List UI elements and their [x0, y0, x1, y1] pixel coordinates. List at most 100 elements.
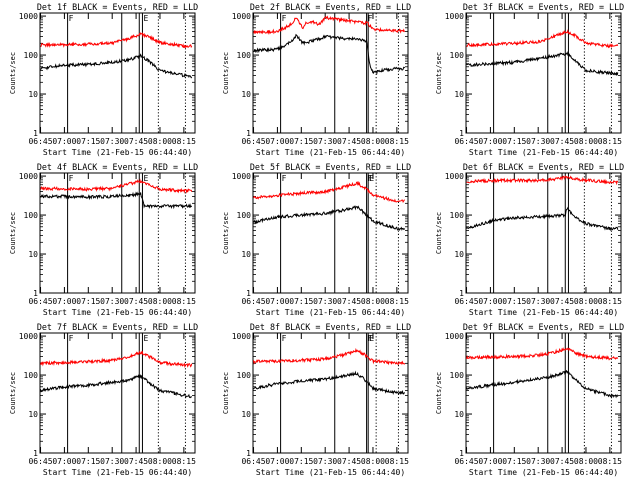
y-tick-label: 100: [450, 371, 465, 380]
x-tick-label: 08:00: [574, 137, 598, 146]
y-axis-label: Counts/sec: [9, 372, 17, 414]
events-series-line: [253, 370, 405, 396]
plot-frame: [252, 12, 409, 134]
x-tick-label: 07:30: [313, 297, 337, 306]
x-tick-label: 07:00: [478, 297, 502, 306]
plot-frame: [252, 332, 409, 454]
y-tick-label: 100: [450, 51, 465, 60]
y-axis-label: Counts/sec: [435, 212, 443, 254]
plot-frame: [39, 172, 196, 294]
lld-series-line: [40, 178, 193, 194]
y-tick-label: 100: [24, 371, 39, 380]
plot-frame: [252, 172, 409, 294]
y-axis-label: Counts/sec: [435, 52, 443, 94]
y-tick-label: 10: [454, 90, 464, 99]
x-axis-label: Start Time (21-Feb-15 06:44:40): [256, 148, 405, 157]
x-tick-label: 07:45: [124, 457, 148, 466]
marker-label: F: [368, 334, 373, 343]
y-tick-label: 10: [241, 410, 251, 419]
x-tick-label: 07:00: [478, 137, 502, 146]
y-tick-label: 10: [28, 250, 38, 259]
y-tick-label: 10: [28, 410, 38, 419]
detector-chart: Det 8f BLACK = Events, RED = LLD Counts/s…: [222, 322, 411, 477]
y-tick-label: 100: [237, 371, 252, 380]
marker-label: F: [368, 174, 373, 183]
x-tick-label: 07:30: [100, 297, 124, 306]
x-tick-label: 07:30: [526, 137, 550, 146]
events-series-line: [253, 33, 406, 75]
marker-label: F: [69, 14, 74, 23]
x-tick-label: 07:15: [502, 137, 526, 146]
x-tick-label: 07:45: [550, 457, 574, 466]
marker-label: F: [368, 14, 373, 23]
x-axis-label: Start Time (21-Feb-15 06:44:40): [469, 308, 618, 317]
x-tick-label: 07:45: [337, 137, 361, 146]
detector-panel-2: Det 2f BLACK = Events, RED = LLD Counts/s…: [213, 0, 426, 160]
x-axis-label: Start Time (21-Feb-15 06:44:40): [43, 308, 192, 317]
y-tick-label: 1: [246, 289, 251, 298]
x-tick-label: 07:30: [313, 457, 337, 466]
x-tick-label: 06:45: [454, 137, 478, 146]
y-tick-label: 1: [459, 129, 464, 138]
x-tick-label: 07:45: [550, 137, 574, 146]
x-axis-label: Start Time (21-Feb-15 06:44:40): [256, 468, 405, 477]
x-tick-label: 06:45: [28, 457, 52, 466]
chart-title: Det 6f BLACK = Events, RED = LLD: [463, 162, 624, 172]
events-series-line: [253, 205, 406, 231]
y-tick-label: 10: [454, 250, 464, 259]
chart-title: Det 2f BLACK = Events, RED = LLD: [250, 2, 411, 12]
x-tick-label: 07:30: [100, 137, 124, 146]
plot-frame: [465, 332, 622, 454]
y-tick-label: 100: [237, 51, 252, 60]
chart-title: Det 9f BLACK = Events, RED = LLD: [463, 322, 624, 332]
x-tick-label: 07:15: [502, 457, 526, 466]
x-tick-label: 08:15: [385, 137, 409, 146]
x-tick-label: 08:15: [385, 297, 409, 306]
events-series-line: [466, 51, 619, 77]
x-axis-label: Start Time (21-Feb-15 06:44:40): [43, 148, 192, 157]
x-tick-label: 07:45: [337, 297, 361, 306]
plot-frame: [465, 12, 622, 134]
chart-title: Det 3f BLACK = Events, RED = LLD: [463, 2, 624, 12]
x-tick-label: 07:15: [76, 457, 100, 466]
x-tick-label: 07:15: [289, 297, 313, 306]
y-tick-label: 1000: [19, 332, 38, 341]
marker-label: E: [143, 14, 148, 23]
x-tick-label: 08:00: [574, 297, 598, 306]
y-axis-label: Counts/sec: [222, 372, 230, 414]
y-axis-label: Counts/sec: [9, 52, 17, 94]
y-tick-label: 10: [454, 410, 464, 419]
detector-chart: Det 9f BLACK = Events, RED = LLD Counts/s…: [435, 322, 624, 477]
x-tick-label: 07:15: [289, 457, 313, 466]
x-tick-label: 06:45: [454, 457, 478, 466]
x-tick-label: 07:45: [550, 297, 574, 306]
x-axis-label: Start Time (21-Feb-15 06:44:40): [256, 308, 405, 317]
y-tick-label: 1000: [232, 12, 251, 21]
marker-label: F: [69, 334, 74, 343]
x-tick-label: 08:00: [361, 137, 385, 146]
x-tick-label: 07:30: [526, 297, 550, 306]
detector-panel-8: Det 8f BLACK = Events, RED = LLD Counts/s…: [213, 320, 426, 480]
lld-series-line: [253, 15, 406, 35]
events-series-line: [40, 191, 193, 210]
marker-label: F: [282, 334, 287, 343]
chart-title: Det 4f BLACK = Events, RED = LLD: [37, 162, 198, 172]
marker-label: F: [282, 14, 287, 23]
x-tick-label: 07:45: [124, 137, 148, 146]
lld-series-line: [40, 32, 193, 49]
x-tick-label: 06:45: [241, 457, 265, 466]
x-tick-label: 07:30: [100, 457, 124, 466]
x-tick-label: 07:30: [526, 457, 550, 466]
x-tick-label: 07:15: [76, 137, 100, 146]
marker-label: E: [143, 334, 148, 343]
detector-chart: Det 5f BLACK = Events, RED = LLD Counts/s…: [222, 162, 411, 317]
y-tick-label: 1000: [232, 172, 251, 181]
y-tick-label: 10: [241, 90, 251, 99]
y-tick-label: 1000: [445, 332, 464, 341]
events-series-line: [466, 369, 619, 399]
chart-title: Det 5f BLACK = Events, RED = LLD: [250, 162, 411, 172]
x-tick-label: 06:45: [241, 297, 265, 306]
y-tick-label: 1: [246, 449, 251, 458]
lld-series-line: [466, 29, 619, 49]
